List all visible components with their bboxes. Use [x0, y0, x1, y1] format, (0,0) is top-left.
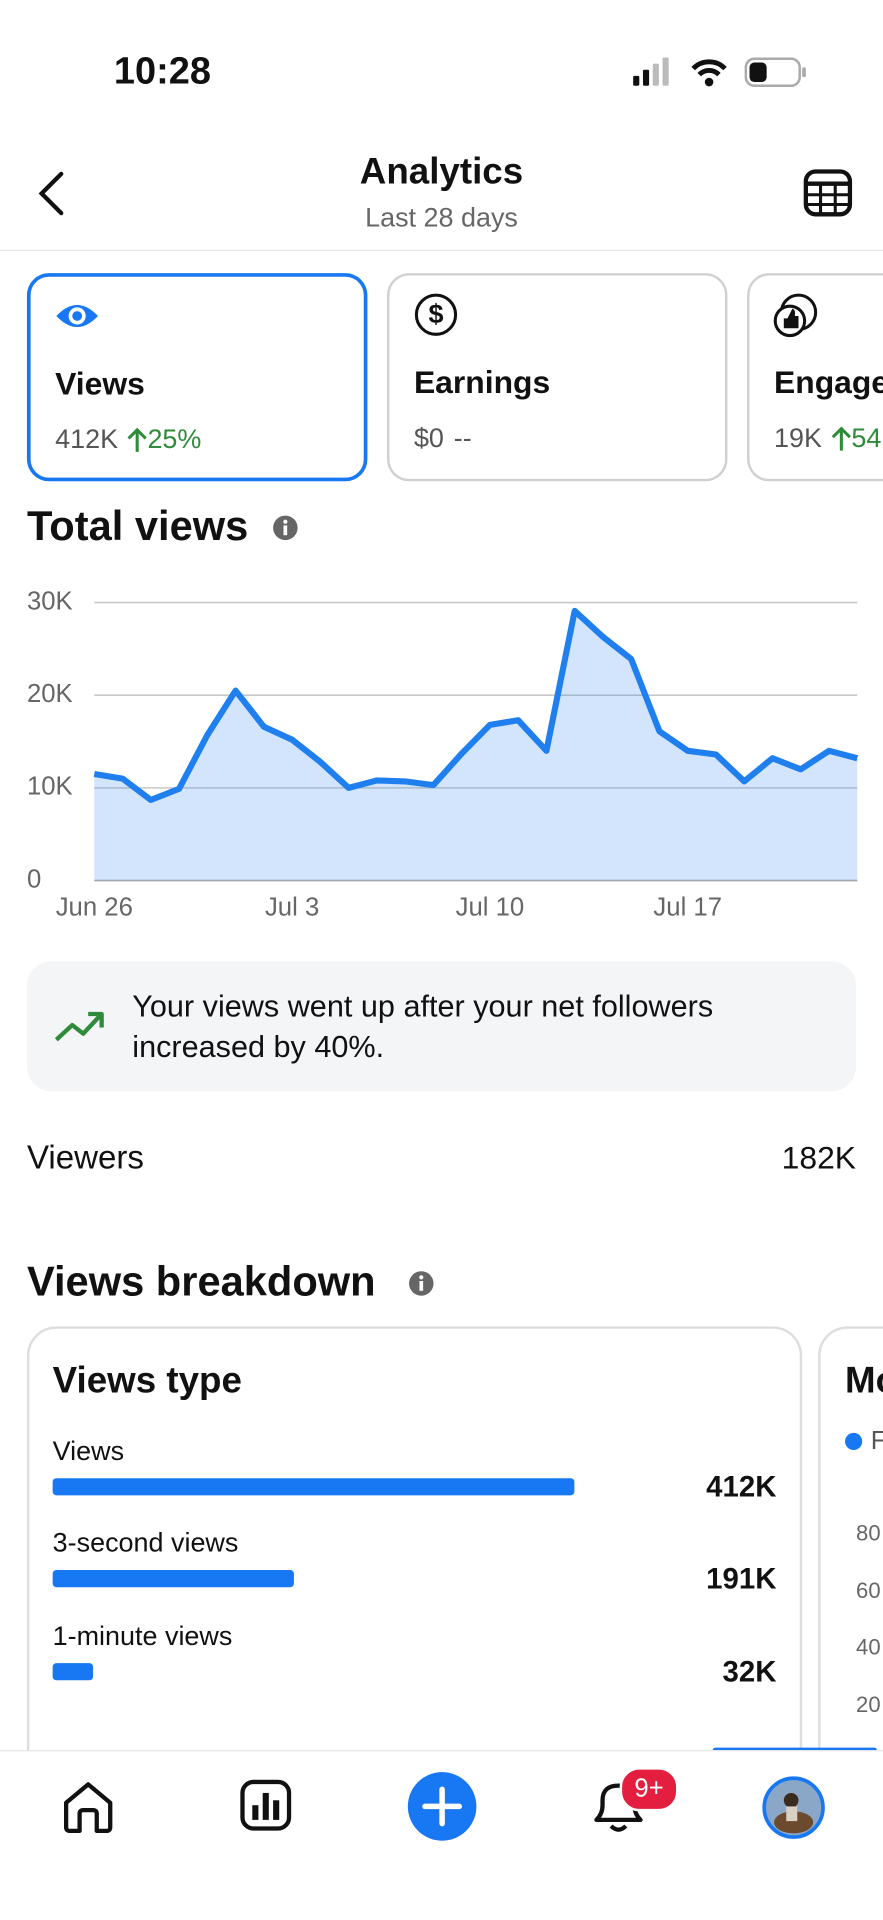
insight-box: Your views went up after your net follow… [26, 961, 857, 1092]
svg-text:$: $ [428, 299, 443, 329]
bottom-nav: 9+ [0, 1750, 883, 1920]
page-title: Analytics [359, 151, 524, 193]
area [94, 610, 858, 881]
table-button[interactable] [802, 167, 856, 221]
x-tick-label: Jul 3 [265, 894, 319, 922]
section-title: Views breakdown [26, 1258, 376, 1306]
y-tick-label: 80 [856, 1521, 881, 1546]
views-chart: 0 10K 20K 30K Jun 26 Jul 3 Jul 10 Jul 17 [27, 587, 859, 922]
x-tick-label: Jul 10 [456, 894, 525, 922]
engagement-icon [773, 293, 818, 338]
notification-badge: 9+ [619, 1767, 679, 1812]
up-arrow [831, 426, 852, 451]
metric-card[interactable]: Engage 19K 54 [747, 273, 883, 482]
y-tick-label: 60 [856, 1578, 881, 1604]
legend-dot [845, 1432, 863, 1451]
bar-value: 412K [706, 1470, 777, 1504]
card-title: Engage [774, 363, 883, 401]
card-value: 19K [774, 422, 822, 454]
bar [52, 1478, 575, 1496]
line [93, 607, 859, 803]
bar-label: Views [52, 1435, 125, 1466]
card-value: $0 [413, 422, 444, 454]
y-tick-label: 40 [856, 1634, 881, 1660]
info-icon[interactable] [272, 514, 301, 543]
up-arrow [127, 427, 148, 452]
card-title: Mo [845, 1360, 883, 1402]
x-tick-label: Jul 17 [653, 894, 722, 922]
y-tick-label: 20K [27, 680, 73, 708]
status-time: 10:28 [113, 48, 212, 92]
bar-value: 191K [706, 1562, 777, 1596]
home-tab[interactable] [61, 1778, 117, 1834]
page-subtitle: Last 28 days [365, 202, 518, 233]
card-change-text: -- [453, 422, 472, 454]
profile-tab[interactable] [762, 1776, 828, 1842]
status-icons [633, 57, 806, 87]
create-button[interactable] [407, 1771, 480, 1844]
card-change-text: 25% [147, 423, 202, 455]
card-value-row: 19K 54 [774, 423, 881, 455]
y-tick-label: 20 [856, 1692, 881, 1718]
dollar-icon: $ [414, 293, 458, 336]
x-tick-label: Jun 26 [56, 894, 133, 922]
y-tick-label: 30K [27, 587, 73, 615]
bar [52, 1663, 94, 1681]
analytics-tab[interactable] [239, 1778, 295, 1834]
bar-value: 32K [722, 1655, 777, 1689]
y-tick-label: 10K [27, 773, 73, 801]
bar [52, 1570, 295, 1588]
trend-icon [54, 1011, 104, 1042]
card-change: 54 [831, 422, 882, 455]
legend-label: F [871, 1427, 883, 1456]
card-change: 25% [127, 423, 202, 456]
card-change-text: 54 [851, 422, 882, 454]
eye-icon [56, 304, 98, 327]
card-value-row: 412K 25% [55, 424, 201, 456]
info-icon[interactable] [408, 1270, 437, 1299]
y-tick-label: 0 [27, 865, 41, 893]
bar-label: 1-minute views [52, 1620, 233, 1651]
viewers-label: Viewers [26, 1138, 144, 1176]
card-title: Views type [52, 1360, 242, 1402]
insight-text: Your views went up after your net follow… [132, 989, 714, 1065]
card-value-row: $0 -- [414, 423, 472, 455]
back-button[interactable] [34, 169, 71, 218]
metric-card[interactable]: Views 412K 25% [26, 273, 368, 482]
card-value: 412K [55, 423, 119, 455]
metric-card[interactable]: $ Earnings $0 -- [387, 273, 728, 482]
divider [0, 249, 883, 252]
bar-label: 3-second views [52, 1527, 239, 1558]
viewers-value: 182K [781, 1138, 857, 1176]
card-title: Earnings [413, 363, 551, 401]
section-title: Total views [26, 503, 249, 550]
card-title: Views [55, 364, 145, 402]
